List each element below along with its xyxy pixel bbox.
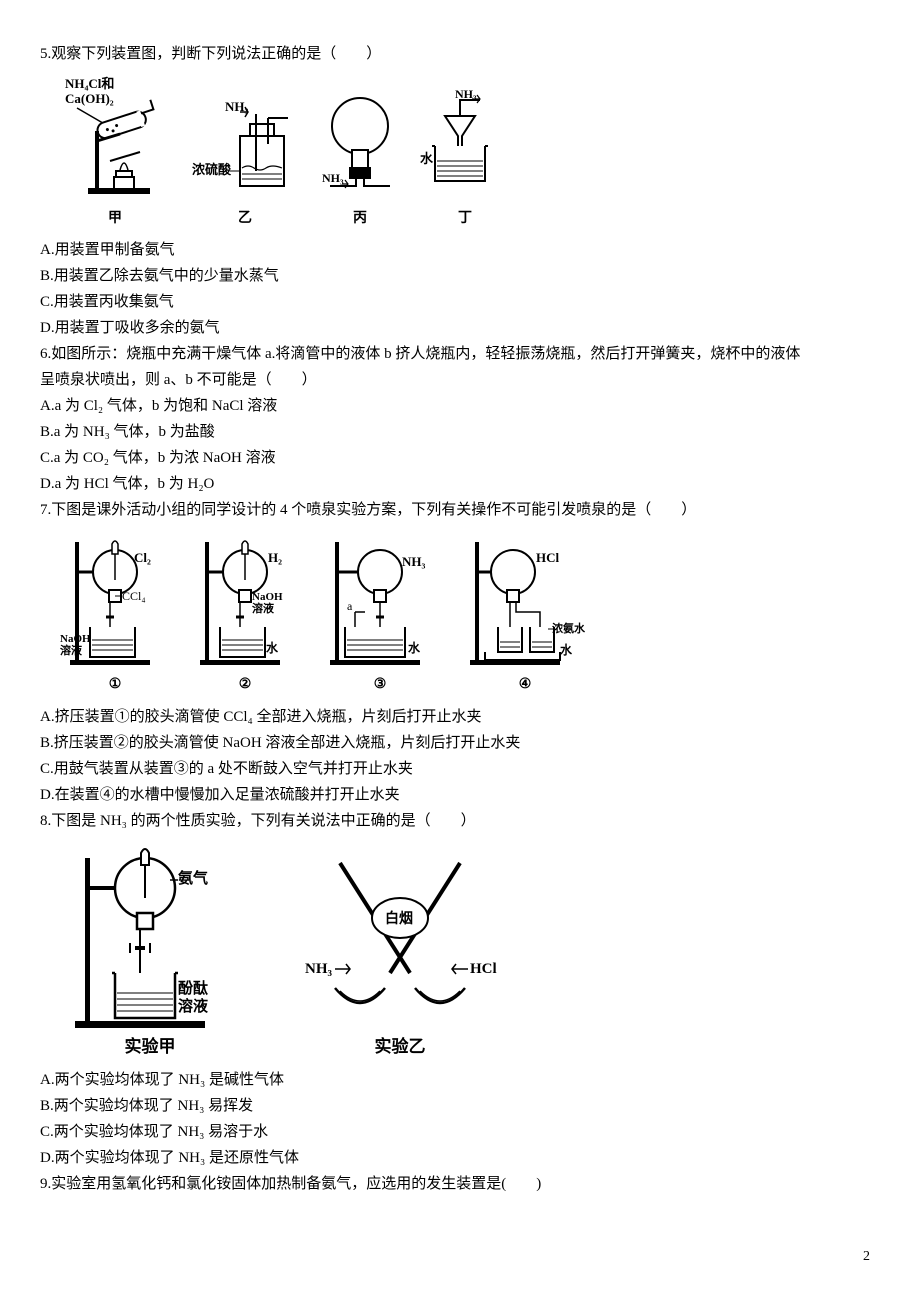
- q8-stem: 8.下图是 NH₃ 的两个性质实验，下列有关说法中正确的是（ ）: [40, 809, 880, 833]
- q7-f2-gas: H₂: [268, 550, 282, 565]
- q7-stem: 7.下图是课外活动小组的同学设计的 4 个喷泉实验方案，下列有关操作不可能引发喷…: [40, 498, 880, 522]
- q8-A: A.两个实验均体现了 NH₃ 是碱性气体: [40, 1068, 880, 1092]
- q8-label-jia: 实验甲: [125, 1033, 176, 1060]
- q5-fig-bing: NH₃ 丙: [320, 86, 400, 230]
- q5-label-jia: 甲: [108, 208, 122, 230]
- q8-B: B.两个实验均体现了 NH₃ 易挥发: [40, 1094, 880, 1118]
- q8-fig-jia: 氨气 酚酞 溶液 实验甲: [60, 843, 240, 1060]
- q7-f3-gas: NH₃: [402, 554, 426, 569]
- q7-fig1: Cl₂ CCl₄ NaOH 溶液 ①: [60, 532, 170, 696]
- label-nh3-bing: NH₃: [322, 171, 344, 185]
- q8-D: D.两个实验均体现了 NH₃ 是还原性气体: [40, 1146, 880, 1170]
- q6-C: C.a 为 CO₂ 气体，b 为浓 NaOH 溶液: [40, 446, 880, 470]
- q8-jia-liq2: 溶液: [178, 997, 209, 1015]
- q7-f4-gas: HCl: [536, 550, 560, 565]
- q7-f2-beaker: 水: [266, 640, 279, 655]
- q7-f3-beaker: 水: [408, 640, 421, 655]
- q7-figures: Cl₂ CCl₄ NaOH 溶液 ① H₂ NaOH 溶液: [60, 532, 880, 696]
- q7-f1-drop: CCl₄: [122, 589, 146, 603]
- q7-f1-beaker2: 溶液: [60, 643, 83, 657]
- q8-yi-right: HCl: [470, 961, 497, 977]
- q8-jia-liq1: 酚酞: [178, 979, 208, 997]
- q8-fig-yi: 白烟 NH₃ HCl 实验乙: [280, 843, 520, 1060]
- q7-f4-beaker2: 水: [560, 642, 573, 657]
- q5-label-bing: 丙: [353, 208, 367, 230]
- q8-jia-gas: 氨气: [178, 869, 208, 887]
- q7-C: C.用鼓气装置从装置③的 a 处不断鼓入空气并打开止水夹: [40, 757, 880, 781]
- q7-f1-beaker: NaOH: [60, 633, 91, 645]
- q7-fig2: H₂ NaOH 溶液 水 ②: [190, 532, 300, 696]
- q5-fig-yi: NH₃ 浓硫酸 乙: [190, 96, 300, 230]
- q7-f2-drop2: 溶液: [252, 601, 275, 615]
- q7-fig3: a NH₃ 水 ③: [320, 532, 440, 696]
- q7-A: A.挤压装置①的胶头滴管使 CCl₄ 全部进入烧瓶，片刻后打开止水夹: [40, 705, 880, 729]
- q8-yi-smoke: 白烟: [385, 910, 413, 927]
- q8-figures: 氨气 酚酞 溶液 实验甲 白烟 NH₃ HCl: [60, 843, 880, 1060]
- q5-label-ding: 丁: [458, 208, 472, 230]
- page-number: 2: [40, 1246, 880, 1268]
- q5-D: D.用装置丁吸收多余的氨气: [40, 316, 880, 340]
- q7-label2: ②: [239, 674, 252, 696]
- q7-f1-gas: Cl₂: [134, 550, 151, 565]
- q5-stem: 5.观察下列装置图，判断下列说法正确的是（ ）: [40, 42, 880, 66]
- q5-fig-jia: NH₄Cl和 Ca(OH)₂ 甲: [60, 76, 170, 230]
- q5-fig-ding: NH₃ 水 丁: [420, 86, 510, 230]
- q7-f4-beaker: 浓氨水: [552, 621, 586, 635]
- q6-stem2: 呈喷泉状喷出，则 a、b 不可能是（ ）: [40, 368, 880, 392]
- q5-B: B.用装置乙除去氨气中的少量水蒸气: [40, 264, 880, 288]
- q7-label3: ③: [374, 674, 387, 696]
- q7-fig4: HCl 浓氨水 水 ④: [460, 532, 590, 696]
- q8-label-yi: 实验乙: [375, 1033, 426, 1060]
- q6-D: D.a 为 HCl 气体，b 为 H₂O: [40, 472, 880, 496]
- q5-A: A.用装置甲制备氨气: [40, 238, 880, 262]
- q5-label-yi: 乙: [238, 208, 252, 230]
- q5-C: C.用装置丙收集氨气: [40, 290, 880, 314]
- label-nh4cl: NH₄Cl和: [65, 76, 114, 91]
- label-h2so4: 浓硫酸: [192, 162, 232, 177]
- q8-C: C.两个实验均体现了 NH₃ 易溶于水: [40, 1120, 880, 1144]
- q5-figures: NH₄Cl和 Ca(OH)₂ 甲 NH₃: [60, 76, 880, 230]
- q7-f2-drop: NaOH: [252, 591, 283, 603]
- label-water-ding: 水: [420, 151, 434, 166]
- q6-stem1: 6.如图所示：烧瓶中充满干燥气体 a.将滴管中的液体 b 挤人烧瓶内，轻轻振荡烧…: [40, 342, 880, 366]
- q7-D: D.在装置④的水槽中慢慢加入足量浓硫酸并打开止水夹: [40, 783, 880, 807]
- q9-stem: 9.实验室用氢氧化钙和氯化铵固体加热制备氨气，应选用的发生装置是( ): [40, 1172, 880, 1196]
- q6-A: A.a 为 Cl₂ 气体，b 为饱和 NaCl 溶液: [40, 394, 880, 418]
- q7-label4: ④: [519, 674, 532, 696]
- q6-B: B.a 为 NH₃ 气体，b 为盐酸: [40, 420, 880, 444]
- q8-yi-left: NH₃: [305, 961, 333, 977]
- q7-label1: ①: [109, 674, 122, 696]
- q7-f3-a: a: [347, 599, 353, 613]
- q7-B: B.挤压装置②的胶头滴管使 NaOH 溶液全部进入烧瓶，片刻后打开止水夹: [40, 731, 880, 755]
- label-caoh2: Ca(OH)₂: [65, 91, 114, 106]
